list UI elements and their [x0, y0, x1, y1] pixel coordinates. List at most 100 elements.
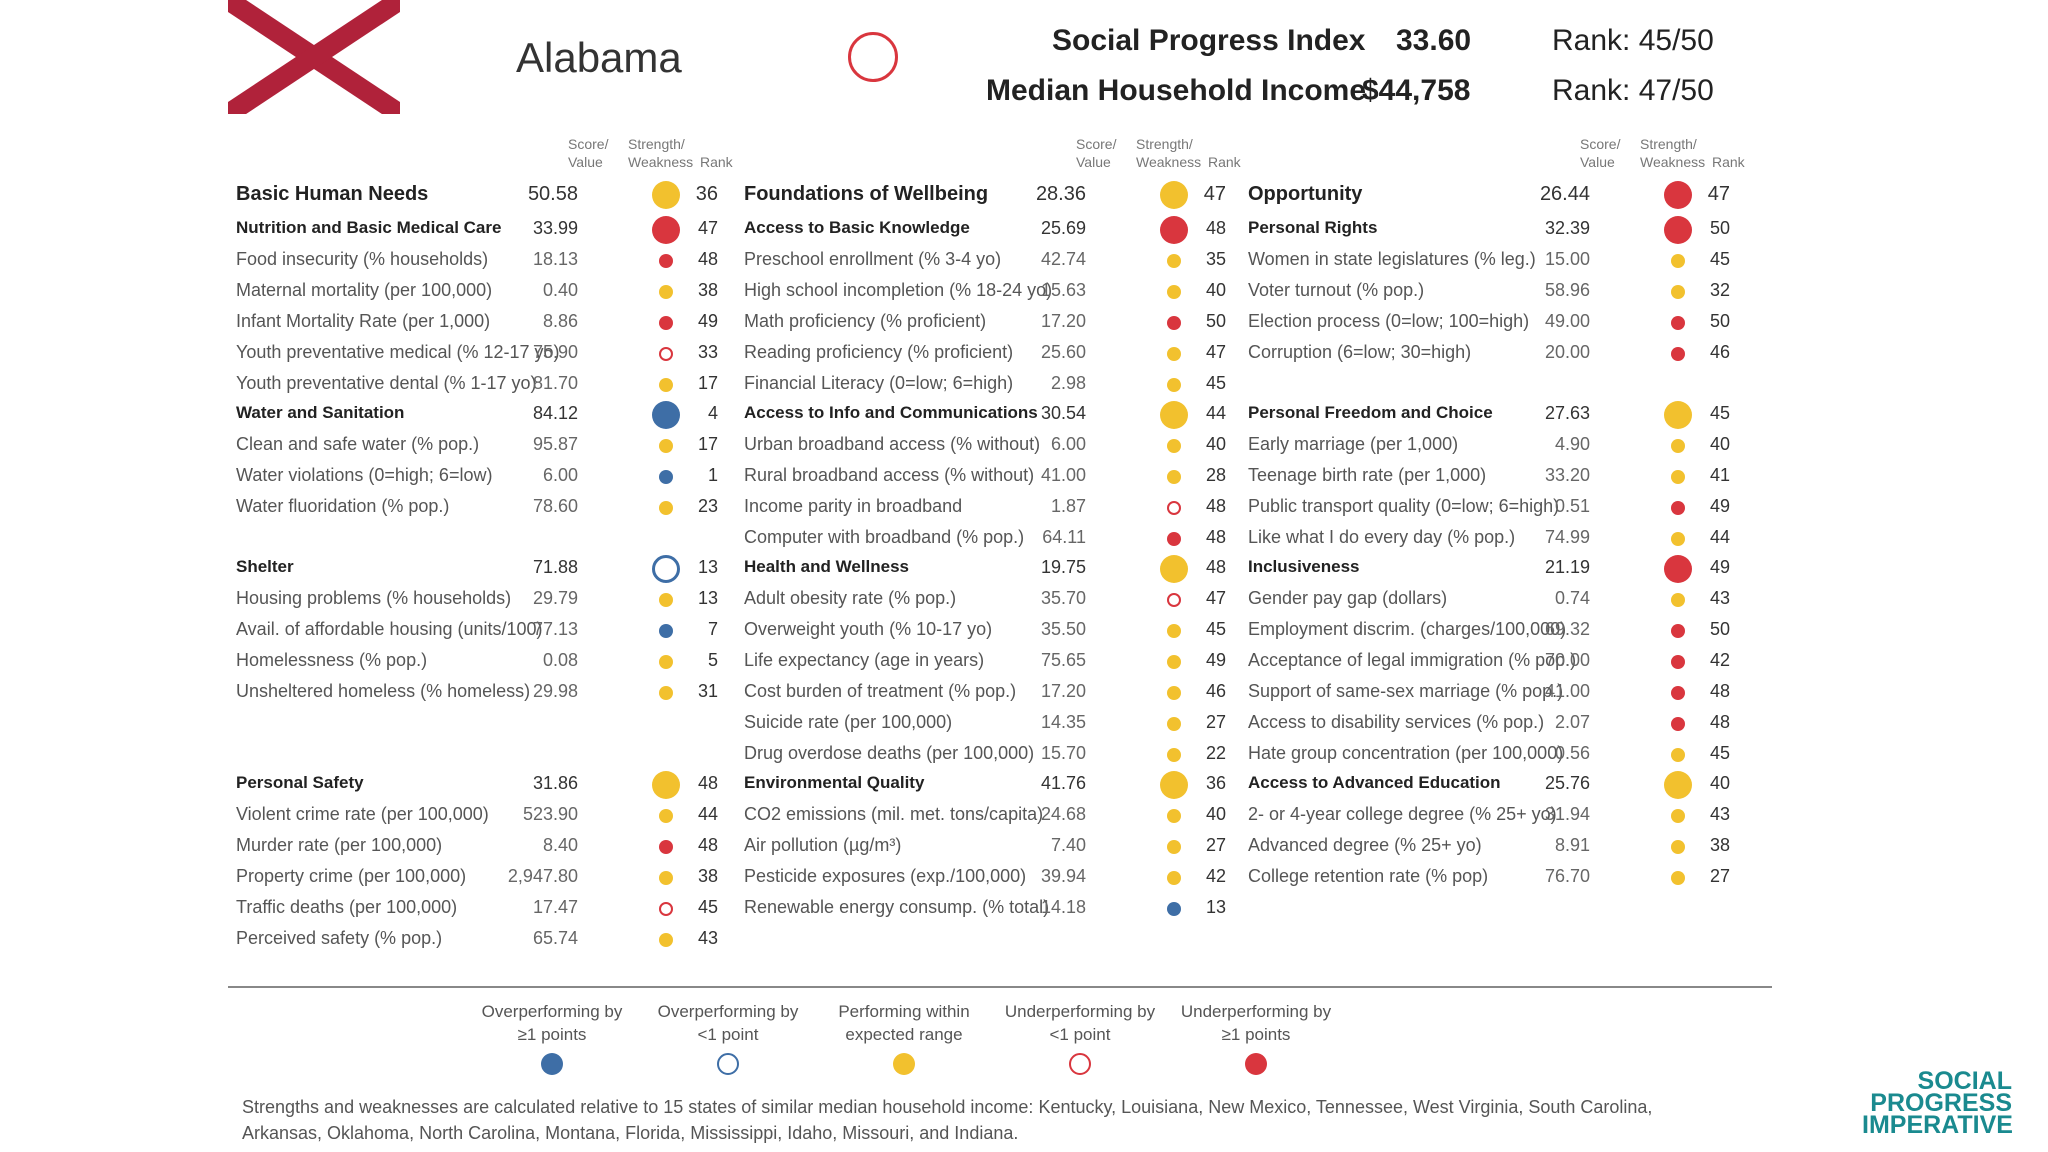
row-label: Public transport quality (0=low; 6=high) — [1248, 495, 1560, 516]
row-label: Food insecurity (% households) — [236, 248, 489, 269]
row-label: College retention rate (% pop) — [1248, 865, 1489, 886]
status-dot — [1167, 901, 1181, 916]
indicator-row: Food insecurity (% households) 18.13 48 — [228, 245, 728, 276]
row-label: Personal Rights — [1248, 218, 1378, 237]
row-score: 33.20 — [1544, 464, 1590, 485]
status-dot — [1664, 216, 1692, 244]
status-dot — [1671, 654, 1685, 669]
row-score: 18.13 — [532, 248, 578, 269]
row-rank: 48 — [697, 773, 718, 793]
component-row: Access to Info and Communications 30.54 44 — [736, 400, 1236, 430]
legend-line-2: <1 point — [1049, 1025, 1111, 1044]
status-dot — [1671, 500, 1685, 515]
legend-dot — [1245, 1053, 1267, 1075]
row-rank: 13 — [697, 587, 718, 608]
indicator-row: Air pollution (µg/m³) 7.40 27 — [736, 831, 1236, 862]
rank-header: Rank — [700, 154, 733, 170]
row-score: 58.96 — [1544, 279, 1590, 300]
status-dot — [1167, 685, 1181, 700]
indicator-row: High school incompletion (% 18-24 yo) 15.… — [736, 276, 1236, 307]
strength-header: Strength/ — [1136, 136, 1193, 152]
indicator-row: Hate group concentration (per 100,000) 0.… — [1240, 739, 1740, 770]
row-label: High school incompletion (% 18-24 yo) — [744, 279, 1053, 300]
logo-line-3: IMPERATIVE — [1862, 1111, 2013, 1139]
row-label: Teenage birth rate (per 1,000) — [1248, 464, 1487, 485]
legend-line-1: Underperforming by — [1004, 1002, 1156, 1021]
row-rank: 48 — [1205, 495, 1226, 516]
row-rank: 45 — [1709, 248, 1730, 269]
row-rank: 36 — [1205, 773, 1226, 793]
row-rank: 47 — [1205, 341, 1226, 362]
row-label: Overweight youth (% 10-17 yo) — [744, 618, 993, 639]
row-score: 84.12 — [532, 403, 578, 423]
row-score: 75.65 — [1040, 649, 1086, 670]
rank-header: Rank — [1208, 154, 1241, 170]
row-label: Inclusiveness — [1248, 557, 1360, 576]
status-dot — [1671, 531, 1685, 546]
component-row: Water and Sanitation 84.12 4 — [228, 400, 728, 430]
spacer — [1240, 369, 1740, 400]
row-score: 24.68 — [1040, 803, 1086, 824]
row-score: 7.40 — [1050, 834, 1086, 855]
dimension-row: Basic Human Needs 50.58 36 — [228, 175, 728, 215]
component-row: Personal Freedom and Choice 27.63 45 — [1240, 400, 1740, 430]
opportunity-column: Score/Value Strength/Weakness Rank Opportun… — [1240, 135, 1745, 893]
row-score: 28.36 — [1035, 183, 1086, 205]
row-label: Renewable energy consump. (% total) — [744, 896, 1050, 917]
legend-line-1: Overperforming by — [657, 1002, 799, 1021]
status-dot — [659, 438, 673, 453]
weakness-header: Weakness — [1136, 154, 1202, 170]
indicator-row: Youth preventative medical (% 12-17 yo) 7… — [228, 338, 728, 369]
row-rank: 47 — [697, 218, 718, 238]
row-label: Rural broadband access (% without) — [744, 464, 1035, 485]
row-label: Health and Wellness — [744, 557, 910, 576]
dimension-row: Foundations of Wellbeing 28.36 47 — [736, 175, 1236, 215]
indicator-row: Clean and safe water (% pop.) 95.87 17 — [228, 430, 728, 461]
row-label: 2- or 4-year college degree (% 25+ yo) — [1248, 803, 1557, 824]
indicator-row: Urban broadband access (% without) 6.00 40 — [736, 430, 1236, 461]
indicator-row: Pesticide exposures (exp./100,000) 39.94 4… — [736, 862, 1236, 893]
status-dot — [659, 346, 673, 361]
status-dot — [1167, 716, 1181, 731]
status-dot — [1167, 839, 1181, 854]
row-label: Income parity in broadband — [744, 495, 963, 516]
row-score: 31.94 — [1544, 803, 1590, 824]
indicator-row: Cost burden of treatment (% pop.) 17.20 46 — [736, 677, 1236, 708]
status-dot — [1167, 500, 1181, 515]
indicator-row: Preschool enrollment (% 3-4 yo) 42.74 35 — [736, 245, 1236, 276]
component-row: Personal Rights 32.39 50 — [1240, 215, 1740, 245]
row-label: Reading proficiency (% proficient) — [744, 341, 1014, 362]
indicator-row: Overweight youth (% 10-17 yo) 35.50 45 — [736, 615, 1236, 646]
indicator-row: Youth preventative dental (% 1-17 yo) 81.… — [228, 369, 728, 400]
indicator-row: Renewable energy consump. (% total) 14.18… — [736, 893, 1236, 924]
indicator-row: Property crime (per 100,000) 2,947.80 38 — [228, 862, 728, 893]
row-label: Employment discrim. (charges/100,000) — [1248, 618, 1567, 639]
column-header: Score/Value Strength/Weakness Rank — [1240, 135, 1745, 175]
dimension-row: Opportunity 26.44 47 — [1240, 175, 1740, 215]
indicator-row: CO2 emissions (mil. met. tons/capita) 24.… — [736, 800, 1236, 831]
status-dot — [659, 901, 673, 916]
row-label: Financial Literacy (0=low; 6=high) — [744, 372, 1014, 393]
row-score: 2.07 — [1554, 711, 1590, 732]
row-label: Advanced degree (% 25+ yo) — [1248, 834, 1482, 855]
row-rank: 27 — [1205, 711, 1226, 732]
component-row: Access to Advanced Education 25.76 40 — [1240, 770, 1740, 800]
row-score: 14.35 — [1040, 711, 1086, 732]
row-label: Like what I do every day (% pop.) — [1248, 526, 1516, 547]
status-dot — [1671, 808, 1685, 823]
indicator-row: Advanced degree (% 25+ yo) 8.91 38 — [1240, 831, 1740, 862]
indicator-row: Employment discrim. (charges/100,000) 69.… — [1240, 615, 1740, 646]
row-label: Avail. of affordable housing (units/100) — [236, 618, 543, 639]
row-label: Opportunity — [1248, 183, 1363, 205]
indicator-row: Election process (0=low; 100=high) 49.00 5… — [1240, 307, 1740, 338]
row-rank: 17 — [697, 372, 718, 393]
row-label: CO2 emissions (mil. met. tons/capita) — [744, 803, 1044, 824]
status-dot — [1160, 555, 1188, 583]
row-score: 74.99 — [1544, 526, 1590, 547]
row-label: Voter turnout (% pop.) — [1248, 279, 1425, 300]
indicator-row: Corruption (6=low; 30=high) 20.00 46 — [1240, 338, 1740, 369]
row-score: 26.44 — [1539, 183, 1590, 205]
row-score: 42.74 — [1040, 248, 1086, 269]
row-label: Pesticide exposures (exp./100,000) — [744, 865, 1027, 886]
value-header: Value — [1580, 154, 1615, 170]
